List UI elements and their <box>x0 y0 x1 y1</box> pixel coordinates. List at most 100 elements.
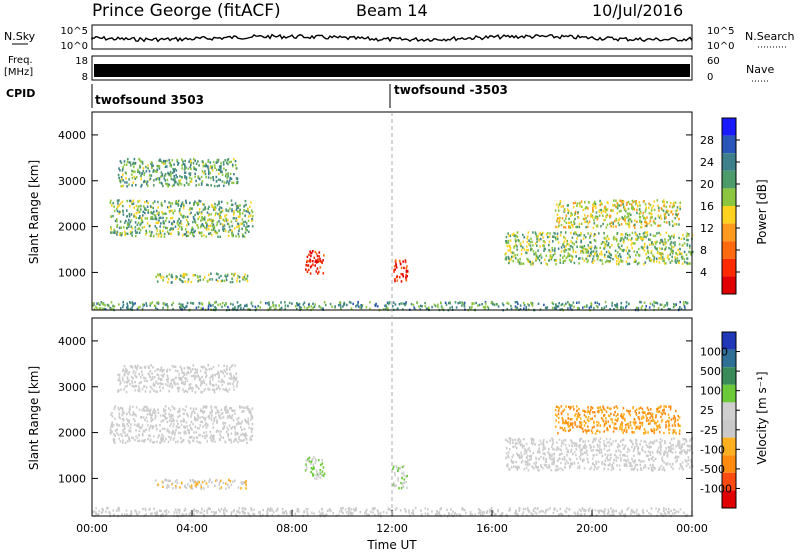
echo-cell <box>137 170 139 174</box>
echo-cell <box>506 301 508 305</box>
echo-cell <box>109 306 112 310</box>
echo-cell <box>643 216 645 220</box>
echo-cell <box>200 483 202 486</box>
echo-cell <box>118 303 120 306</box>
echo-cell <box>148 224 151 228</box>
echo-cell <box>633 260 636 264</box>
echo-cell <box>173 382 176 385</box>
echo-cell <box>527 510 530 514</box>
echo-cell <box>567 221 570 225</box>
echo-cell <box>199 278 202 282</box>
echo-cell <box>365 306 368 309</box>
echo-cell <box>177 231 180 234</box>
echo-cell <box>641 445 644 449</box>
echo-cell <box>296 507 299 511</box>
echo-cell <box>669 205 671 208</box>
echo-cell <box>121 441 124 444</box>
echo-cell <box>649 220 652 223</box>
echo-cell <box>148 429 150 432</box>
echo-cell <box>665 216 667 219</box>
echo-cell <box>592 449 594 452</box>
echo-cell <box>224 304 226 307</box>
power-cbar-swatch <box>722 223 736 242</box>
echo-cell <box>656 199 659 202</box>
echo-cell <box>219 211 221 214</box>
echo-cell <box>189 212 191 216</box>
echo-cell <box>234 272 236 276</box>
echo-cell <box>198 208 201 211</box>
echo-cell <box>126 423 129 426</box>
echo-cell <box>610 209 613 212</box>
echo-cell <box>184 380 187 384</box>
echo-cell <box>322 259 324 262</box>
echo-cell <box>395 264 397 267</box>
echo-cell <box>168 183 171 186</box>
echo-cell <box>160 233 163 237</box>
echo-cell <box>318 510 321 513</box>
echo-cell <box>227 222 230 226</box>
echo-cell <box>547 508 549 511</box>
echo-cell <box>151 387 153 390</box>
echo-cell <box>162 216 164 220</box>
echo-cell <box>113 305 116 308</box>
echo-cell <box>175 275 177 278</box>
echo-cell <box>536 451 539 454</box>
echo-cell <box>652 465 654 468</box>
echo-cell <box>181 303 184 306</box>
echo-cell <box>141 409 144 412</box>
echo-cell <box>218 374 220 377</box>
echo-cell <box>595 246 598 250</box>
echo-cell <box>162 184 164 188</box>
echo-cell <box>405 271 408 274</box>
echo-cell <box>201 170 204 173</box>
echo-cell <box>180 205 182 208</box>
echo-cell <box>154 415 157 418</box>
echo-cell <box>166 420 169 424</box>
echo-cell <box>171 216 174 220</box>
echo-cell <box>134 371 137 374</box>
echo-cell <box>580 451 582 454</box>
echo-cell <box>175 369 177 372</box>
echo-cell <box>180 183 183 186</box>
echo-cell <box>210 375 213 378</box>
echo-cell <box>590 445 593 448</box>
echo-cell <box>238 507 241 510</box>
echo-cell <box>192 274 195 277</box>
echo-cell <box>607 242 610 245</box>
echo-cell <box>507 241 509 244</box>
echo-cell <box>141 432 144 435</box>
nsearch-label: N.Search <box>745 30 795 43</box>
echo-cell <box>213 230 216 233</box>
echo-cell <box>244 481 247 484</box>
echo-cell <box>226 390 229 393</box>
echo-cell <box>617 244 619 247</box>
echo-cell <box>253 513 256 516</box>
echo-cell <box>234 202 237 205</box>
echo-cell <box>565 221 568 225</box>
echo-cell <box>650 224 653 227</box>
echo-cell <box>385 511 388 514</box>
echo-cell <box>201 391 203 394</box>
echo-cell <box>639 236 642 239</box>
echo-cell <box>519 257 521 261</box>
echo-cell <box>122 303 125 307</box>
echo-cell <box>190 280 193 284</box>
echo-cell <box>143 430 146 433</box>
echo-cell <box>168 412 170 416</box>
echo-cell <box>171 202 174 205</box>
echo-cell <box>202 307 204 310</box>
echo-cell <box>137 200 139 203</box>
echo-cell <box>159 274 162 278</box>
echo-cell <box>138 408 141 411</box>
echo-cell <box>210 233 213 237</box>
echo-cell <box>632 449 635 453</box>
echo-cell <box>513 465 515 468</box>
echo-cell <box>405 274 407 277</box>
echo-cell <box>560 231 562 234</box>
echo-cell <box>424 301 426 305</box>
echo-cell <box>156 301 158 305</box>
echo-cell <box>529 449 531 453</box>
nsky-panel-frame <box>91 24 693 50</box>
echo-cell <box>624 215 626 218</box>
echo-cell <box>130 213 133 216</box>
